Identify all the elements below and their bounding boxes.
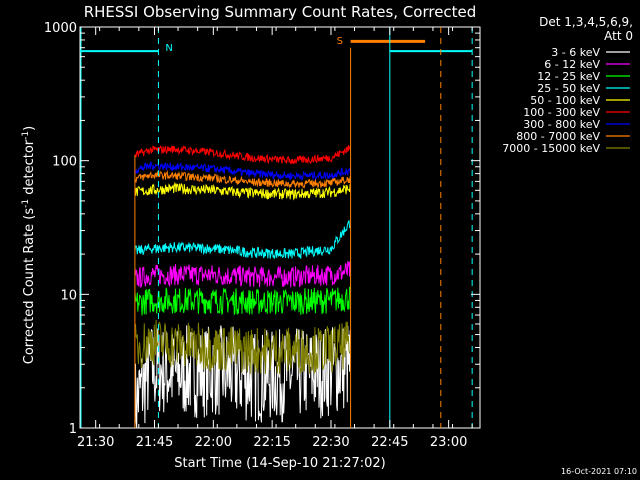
- series-line-2: [134, 260, 351, 289]
- series-line-5: [134, 181, 351, 201]
- x-tick-label: 23:00: [430, 435, 467, 450]
- x-tick-label: 21:45: [136, 435, 173, 450]
- y-axis-label-mid: detector: [22, 139, 37, 199]
- y-axis-label-sup1: -1: [21, 199, 31, 208]
- overlay-layer: NS: [80, 27, 473, 428]
- legend-header-line1: Det 1,3,4,5,6,9,: [539, 15, 633, 29]
- y-axis-label: Corrected Count Rate (s-1 detector-1): [21, 126, 37, 364]
- x-tick-label: 22:15: [253, 435, 290, 450]
- series-line-7: [134, 161, 351, 181]
- x-tick-label: 21:30: [77, 435, 114, 450]
- y-axis-label-end: ): [22, 126, 37, 131]
- x-tick-label: 22:45: [371, 435, 408, 450]
- series-line-1: [134, 325, 351, 429]
- legend-label-8: 800 - 7000 keV: [516, 130, 600, 143]
- y-tick-label: 1: [69, 422, 77, 437]
- legend-label-4: 25 - 50 keV: [537, 82, 600, 95]
- y-axis-label-main: Corrected Count Rate (s: [22, 208, 37, 365]
- legend-label-9: 7000 - 15000 keV: [502, 142, 600, 155]
- chart-title: RHESSI Observing Summary Count Rates, Co…: [84, 3, 477, 21]
- legend-label-7: 300 - 800 keV: [523, 118, 600, 131]
- y-tick-label: 1000: [44, 21, 77, 36]
- y-tick-label: 10: [60, 288, 77, 303]
- series-line-9: [134, 319, 351, 375]
- series-line-3: [134, 286, 351, 316]
- annotation-n: N: [165, 43, 172, 54]
- legend-label-6: 100 - 300 keV: [523, 106, 600, 119]
- timestamp: 16-Oct-2021 07:10: [561, 467, 637, 476]
- x-tick-label: 22:00: [195, 435, 232, 450]
- legend-header-line2: Att 0: [604, 29, 633, 43]
- series-line-6: [134, 144, 351, 165]
- legend-label-3: 12 - 25 keV: [537, 70, 600, 83]
- y-axis-label-sup2: -1: [21, 131, 31, 140]
- legend-label-2: 6 - 12 keV: [544, 58, 600, 71]
- series-line-4: [134, 219, 351, 260]
- series-layer: [134, 144, 351, 429]
- axis-layer: 1 10 100 1000 21:30 21:45 22:00 22:15 22:30 22:45…: [44, 21, 480, 450]
- x-axis-label: Start Time (14-Sep-10 21:27:02): [174, 456, 385, 471]
- legend-label-5: 50 - 100 keV: [530, 94, 600, 107]
- y-tick-label: 100: [52, 155, 77, 170]
- plot-frame: [79, 26, 481, 429]
- plot-area: [79, 26, 481, 429]
- legend-label-1: 3 - 6 keV: [551, 46, 600, 59]
- x-tick-label: 22:30: [312, 435, 349, 450]
- series-line-8: [134, 169, 351, 189]
- annotation-s: S: [337, 36, 343, 47]
